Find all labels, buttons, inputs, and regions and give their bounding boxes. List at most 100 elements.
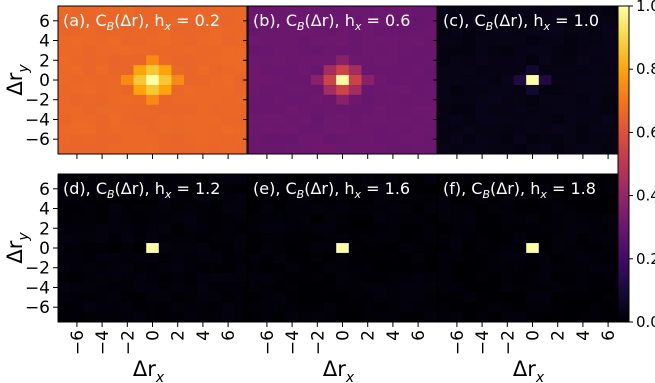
- heatmap-cell: [298, 174, 312, 185]
- heatmap-cell: [285, 223, 299, 234]
- heatmap-cell: [171, 213, 185, 224]
- heatmap-cell: [551, 312, 565, 323]
- heatmap-cell: [158, 35, 172, 46]
- heatmap-cell: [323, 65, 337, 76]
- heatmap-cell: [589, 35, 603, 46]
- heatmap-cell: [70, 252, 84, 264]
- heatmap-cell: [184, 114, 198, 125]
- heatmap-cell: [323, 75, 337, 86]
- heatmap-cell: [58, 292, 72, 303]
- heatmap-cell: [411, 94, 425, 106]
- heatmap-cell: [273, 223, 287, 234]
- heatmap-cell: [538, 25, 552, 37]
- heatmap-cell: [475, 223, 489, 234]
- heatmap-cell: [171, 302, 185, 313]
- heatmap-cell: [196, 6, 210, 17]
- heatmap-cell: [424, 243, 438, 254]
- heatmap-cell: [501, 292, 515, 303]
- heatmap-cell: [513, 292, 527, 303]
- heatmap-cell: [133, 124, 147, 135]
- heatmap-cell: [450, 272, 464, 284]
- heatmap-cell: [58, 282, 72, 293]
- heatmap-cell: [601, 223, 615, 234]
- heatmap-cell: [209, 55, 223, 66]
- heatmap-cell: [576, 94, 590, 106]
- heatmap-cell: [374, 75, 388, 86]
- heatmap-cell: [248, 144, 262, 155]
- heatmap-cell: [221, 55, 235, 66]
- heatmap-cell: [209, 45, 223, 56]
- heatmap-cell: [538, 174, 552, 185]
- heatmap-cell: [285, 203, 299, 214]
- heatmap-cell: [248, 134, 262, 145]
- heatmap-cell: [323, 312, 337, 323]
- heatmap-cell: [248, 302, 262, 313]
- heatmap-cell: [348, 55, 362, 66]
- heatmap-cell: [273, 243, 287, 254]
- heatmap-cell: [526, 302, 540, 313]
- heatmap-cell: [374, 292, 388, 303]
- heatmap-cell: [209, 223, 223, 234]
- heatmap-cell: [146, 193, 160, 205]
- heatmap-cell: [424, 15, 438, 27]
- heatmap-cell: [221, 15, 235, 27]
- heatmap-cell: [361, 243, 375, 254]
- heatmap-cell: [564, 282, 578, 293]
- heatmap-cell: [386, 35, 400, 46]
- heatmap-cell: [564, 35, 578, 46]
- y-axis-label: Δry: [3, 64, 32, 96]
- heatmap-cell: [298, 144, 312, 155]
- heatmap-cell: [526, 243, 540, 254]
- heatmap-cell: [488, 302, 502, 313]
- heatmap-cell: [463, 282, 477, 293]
- heatmap-cell: [209, 302, 223, 313]
- heatmap-cell: [133, 65, 147, 76]
- heatmap-cell: [158, 233, 172, 244]
- heatmap-cell: [513, 134, 527, 145]
- heatmap-cell: [158, 84, 172, 96]
- heatmap-cell: [564, 183, 578, 195]
- heatmap-cell: [438, 65, 452, 76]
- heatmap-cell: [589, 6, 603, 17]
- heatmap-cell: [273, 104, 287, 116]
- heatmap-cell: [83, 302, 97, 313]
- heatmap-cell: [133, 75, 147, 86]
- heatmap-cell: [323, 45, 337, 56]
- heatmap-cell: [83, 6, 97, 17]
- heatmap-cell: [424, 114, 438, 125]
- heatmap-cell: [463, 223, 477, 234]
- heatmap-cell: [83, 144, 97, 155]
- heatmap-cell: [83, 312, 97, 323]
- heatmap-cell: [171, 262, 185, 274]
- heatmap-cell: [83, 35, 97, 46]
- heatmap-cell: [83, 65, 97, 76]
- heatmap-cell: [158, 243, 172, 254]
- colorbar-tick-label: 1.0: [636, 0, 655, 15]
- heatmap-cell: [576, 282, 590, 293]
- heatmap-cell: [248, 262, 262, 274]
- heatmap-cell: [83, 124, 97, 135]
- heatmap-cell: [311, 104, 325, 116]
- heatmap-cell: [171, 272, 185, 284]
- heatmap-cell: [234, 312, 248, 323]
- heatmap-cell: [551, 144, 565, 155]
- heatmap-cell: [70, 55, 84, 66]
- heatmap-cell: [463, 144, 477, 155]
- heatmap-cell: [221, 272, 235, 284]
- heatmap-cell: [146, 94, 160, 106]
- heatmap-cell: [538, 75, 552, 86]
- heatmap-cell: [386, 124, 400, 135]
- heatmap-cell: [260, 75, 274, 86]
- heatmap-cell: [323, 183, 337, 195]
- heatmap-cell: [298, 233, 312, 244]
- heatmap-cell: [450, 243, 464, 254]
- heatmap-cell: [70, 233, 84, 244]
- heatmap-cell: [475, 55, 489, 66]
- heatmap-cell: [234, 203, 248, 214]
- heatmap-cell: [438, 223, 452, 234]
- y-tick-label: 0: [39, 71, 50, 91]
- heatmap-cell: [475, 15, 489, 27]
- heatmap-cell: [273, 193, 287, 205]
- heatmap-cell: [298, 252, 312, 264]
- heatmap-cell: [209, 262, 223, 274]
